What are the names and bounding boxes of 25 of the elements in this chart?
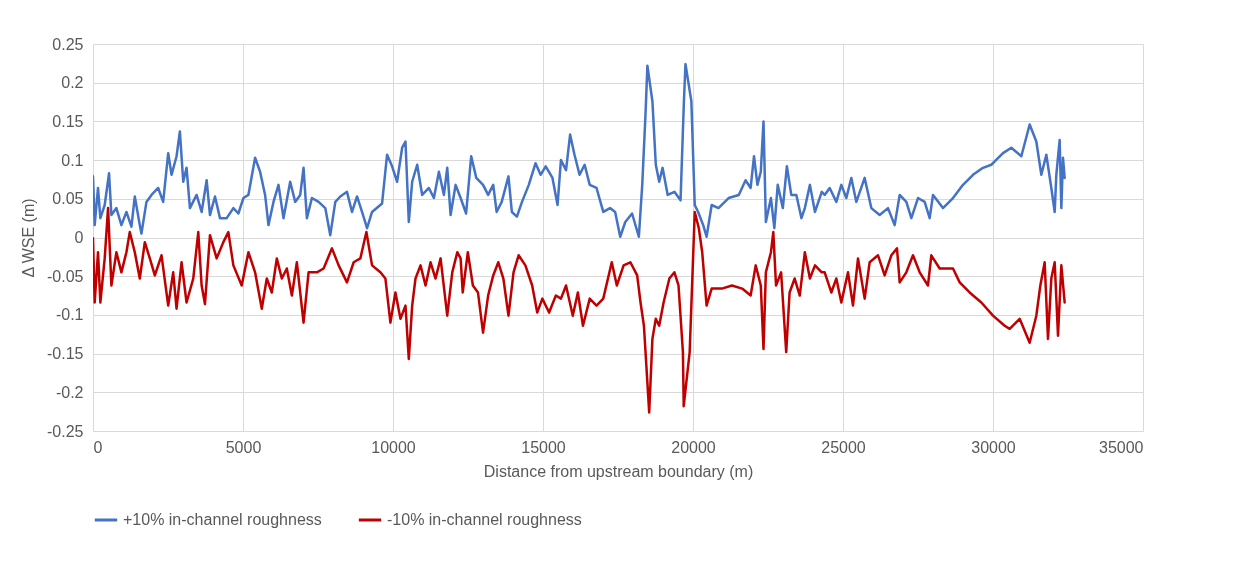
y-tick-label: 0 [74,229,84,246]
x-tick-label: 10000 [371,438,416,456]
x-tick-label: 5000 [225,438,262,456]
y-axis-title: Δ WSE (m) [20,198,38,278]
line-series [93,62,1066,238]
y-tick-label: 0.05 [52,190,84,208]
x-axis-title: Distance from upstream boundary (m) [483,462,754,480]
legend-label: -10% in-channel roughness [387,511,582,528]
y-tick-label: -0.1 [55,306,84,324]
y-tick-label: -0.2 [55,383,84,401]
x-tick-label: 15000 [521,438,566,456]
y-tick-label: 0.1 [61,151,84,169]
y-tick-label: 0.2 [61,74,84,92]
y-tick-label: -0.15 [47,345,84,363]
y-tick-label: -0.05 [47,267,84,285]
x-tick-label: 35000 [1099,438,1144,456]
legend-label: +10% in-channel roughness [123,511,322,528]
x-tick-label: 25000 [821,438,866,456]
y-tick-label: 0.25 [52,35,84,53]
y-tick-label: 0.15 [52,112,84,130]
line-series [93,206,1066,414]
y-tick-label: -0.25 [47,422,84,440]
x-tick-label: 0 [93,438,103,456]
x-tick-label: 20000 [671,438,716,456]
x-tick-label: 30000 [971,438,1016,456]
